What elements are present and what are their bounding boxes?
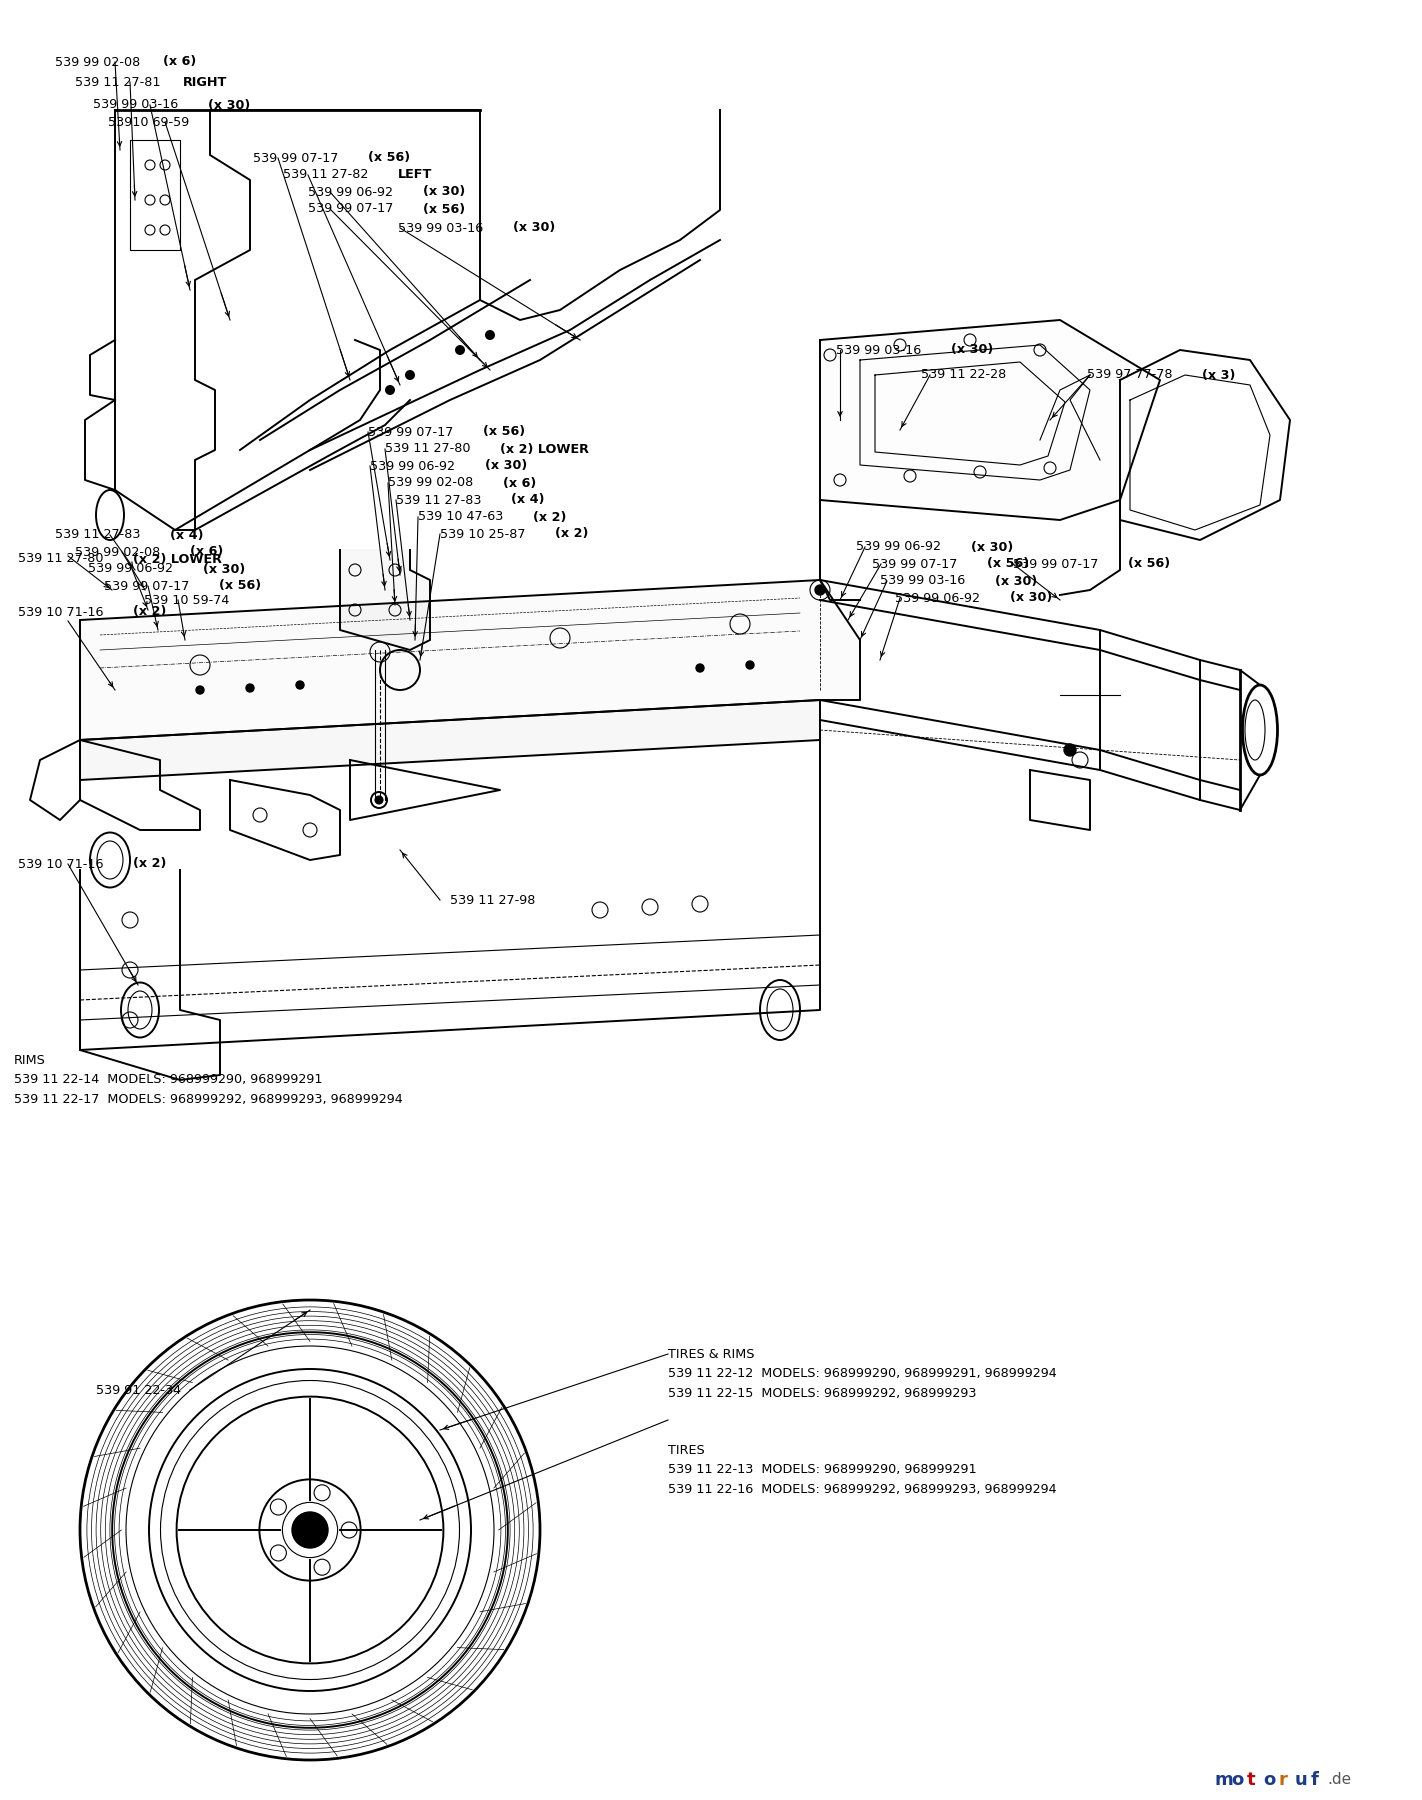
Text: RIGHT: RIGHT	[183, 76, 228, 88]
Text: (x 56): (x 56)	[368, 151, 410, 164]
Text: 539 99 02-08: 539 99 02-08	[388, 477, 478, 490]
Circle shape	[246, 684, 255, 691]
Text: u: u	[1295, 1771, 1308, 1789]
Text: 539 99 06-92: 539 99 06-92	[370, 459, 459, 472]
Text: 539 99 02-08: 539 99 02-08	[75, 545, 165, 558]
Text: 539 10 47-63: 539 10 47-63	[418, 511, 508, 524]
Text: 539 99 07-17: 539 99 07-17	[309, 203, 397, 216]
Text: 539 11 22-14  MODELS: 968999290, 968999291: 539 11 22-14 MODELS: 968999290, 96899929…	[14, 1073, 323, 1087]
Text: 539 11 27-83: 539 11 27-83	[55, 529, 145, 542]
Text: (x 6): (x 6)	[503, 477, 536, 490]
Circle shape	[196, 686, 203, 695]
Text: 539 99 07-17: 539 99 07-17	[253, 151, 343, 164]
Text: TIRES: TIRES	[668, 1444, 705, 1456]
Text: 539 99 07-17: 539 99 07-17	[1012, 558, 1102, 571]
Text: 539 91 22-34: 539 91 22-34	[97, 1384, 181, 1397]
Text: (x 30): (x 30)	[422, 185, 465, 198]
Text: 539 97 77-78: 539 97 77-78	[1086, 369, 1176, 382]
Text: (x 2): (x 2)	[134, 857, 166, 871]
Text: 539 11 22-12  MODELS: 968999290, 968999291, 968999294: 539 11 22-12 MODELS: 968999290, 96899929…	[668, 1368, 1057, 1381]
Circle shape	[405, 371, 415, 380]
Text: o: o	[1263, 1771, 1276, 1789]
Text: (x 6): (x 6)	[191, 545, 223, 558]
Circle shape	[296, 680, 304, 689]
Text: (x 56): (x 56)	[987, 558, 1030, 571]
Text: 539 99 06-92: 539 99 06-92	[856, 540, 946, 554]
Text: 539 99 03-16: 539 99 03-16	[92, 99, 182, 112]
Text: 539 10 25-87: 539 10 25-87	[439, 527, 529, 540]
Text: (x 3): (x 3)	[1202, 369, 1236, 382]
Text: m: m	[1214, 1771, 1234, 1789]
Text: (x 30): (x 30)	[995, 574, 1037, 587]
Text: 539 99 03-16: 539 99 03-16	[398, 221, 488, 234]
Text: (x 30): (x 30)	[203, 562, 245, 576]
Text: 53910 69-59: 53910 69-59	[108, 115, 189, 128]
Text: (x 30): (x 30)	[208, 99, 250, 112]
Text: (x 2): (x 2)	[555, 527, 589, 540]
Text: (x 30): (x 30)	[1010, 592, 1052, 605]
Text: 539 99 07-17: 539 99 07-17	[368, 425, 458, 439]
Text: 539 11 22-16  MODELS: 968999292, 968999293, 968999294: 539 11 22-16 MODELS: 968999292, 96899929…	[668, 1483, 1057, 1496]
Text: t: t	[1247, 1771, 1256, 1789]
Polygon shape	[340, 551, 429, 650]
Text: (x 2): (x 2)	[533, 511, 566, 524]
Text: (x 2): (x 2)	[134, 605, 166, 619]
Text: (x 4): (x 4)	[171, 529, 203, 542]
Text: 539 99 07-17: 539 99 07-17	[104, 580, 193, 592]
Text: RIMS: RIMS	[14, 1053, 46, 1066]
Text: 539 11 22-15  MODELS: 968999292, 968999293: 539 11 22-15 MODELS: 968999292, 96899929…	[668, 1388, 977, 1400]
Text: 539 11 27-80: 539 11 27-80	[385, 443, 475, 455]
Text: (x 56): (x 56)	[219, 580, 262, 592]
Text: 539 11 27-83: 539 11 27-83	[395, 493, 485, 506]
Text: (x 30): (x 30)	[971, 540, 1014, 554]
Text: (x 4): (x 4)	[510, 493, 545, 506]
Text: (x 30): (x 30)	[513, 221, 555, 234]
Text: (x 56): (x 56)	[422, 203, 465, 216]
Circle shape	[815, 585, 825, 596]
Text: (x 30): (x 30)	[485, 459, 528, 472]
Circle shape	[485, 329, 495, 340]
Text: 539 11 27-80: 539 11 27-80	[18, 553, 108, 565]
Text: 539 99 02-08: 539 99 02-08	[55, 56, 144, 68]
Text: (x 2) LOWER: (x 2) LOWER	[501, 443, 589, 455]
Text: LEFT: LEFT	[398, 169, 432, 182]
Text: 539 10 71-16: 539 10 71-16	[18, 605, 108, 619]
Text: 539 10 71-16: 539 10 71-16	[18, 857, 108, 871]
Text: 539 99 06-92: 539 99 06-92	[894, 592, 984, 605]
Text: 539 11 27-98: 539 11 27-98	[449, 893, 535, 907]
Text: 539 11 22-17  MODELS: 968999292, 968999293, 968999294: 539 11 22-17 MODELS: 968999292, 96899929…	[14, 1093, 402, 1107]
Text: (x 56): (x 56)	[1128, 558, 1170, 571]
Text: 539 99 06-92: 539 99 06-92	[88, 562, 176, 576]
Text: 539 10 59-74: 539 10 59-74	[144, 594, 229, 607]
Text: 539 99 03-16: 539 99 03-16	[836, 344, 926, 356]
Text: 539 11 22-28: 539 11 22-28	[921, 369, 1007, 382]
Text: TIRES & RIMS: TIRES & RIMS	[668, 1348, 755, 1361]
Circle shape	[455, 346, 465, 355]
Text: 539 99 06-92: 539 99 06-92	[309, 185, 397, 198]
Circle shape	[385, 385, 395, 394]
Text: (x 56): (x 56)	[483, 425, 525, 439]
Text: 539 99 03-16: 539 99 03-16	[880, 574, 970, 587]
Text: .de: .de	[1327, 1773, 1351, 1787]
Text: f: f	[1311, 1771, 1318, 1789]
Text: 539 99 07-17: 539 99 07-17	[872, 558, 961, 571]
Text: o: o	[1231, 1771, 1243, 1789]
Text: 539 11 22-13  MODELS: 968999290, 968999291: 539 11 22-13 MODELS: 968999290, 96899929…	[668, 1463, 977, 1476]
Text: 539 11 27-82: 539 11 27-82	[283, 169, 373, 182]
Circle shape	[747, 661, 754, 670]
Text: (x 6): (x 6)	[164, 56, 196, 68]
Text: 539 11 27-81: 539 11 27-81	[75, 76, 165, 88]
Circle shape	[1064, 743, 1076, 756]
Text: (x 30): (x 30)	[951, 344, 993, 356]
Polygon shape	[80, 700, 820, 779]
Circle shape	[375, 796, 383, 805]
Text: r: r	[1278, 1771, 1288, 1789]
Circle shape	[695, 664, 704, 671]
Circle shape	[292, 1512, 328, 1548]
Text: (x 2) LOWER: (x 2) LOWER	[134, 553, 222, 565]
